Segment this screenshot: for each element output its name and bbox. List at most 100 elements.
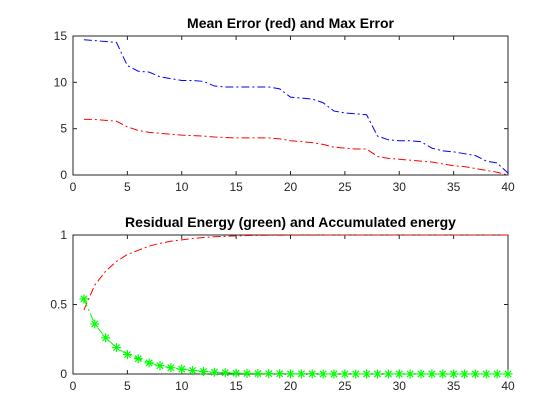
data-point-marker (373, 369, 382, 379)
marker-stroke (102, 334, 110, 342)
marker-stroke (341, 370, 349, 378)
data-point-marker (460, 369, 469, 379)
series-line-1 (83, 39, 509, 174)
x-tick-label: 30 (393, 180, 407, 194)
x-tick-label: 20 (284, 379, 298, 393)
x-tick-label: 30 (393, 379, 407, 393)
data-point-marker (416, 369, 426, 379)
marker-stroke (265, 370, 273, 378)
data-point-marker (449, 369, 459, 379)
data-point-marker (133, 354, 143, 364)
data-point-marker (79, 294, 89, 304)
data-point-marker (242, 368, 252, 378)
data-point-marker (264, 369, 274, 379)
chart-title: Residual Energy (green) and Accumulated … (125, 214, 456, 230)
marker-stroke (330, 370, 338, 378)
data-point-marker (492, 369, 502, 379)
marker-stroke (363, 370, 371, 378)
marker-stroke (112, 344, 121, 352)
data-point-marker (470, 369, 480, 379)
marker-stroke (493, 370, 501, 378)
data-point-marker (351, 369, 361, 379)
data-point-marker (394, 369, 404, 379)
marker-stroke (243, 369, 251, 378)
x-tick-label: 35 (447, 379, 461, 393)
data-point-marker (438, 369, 448, 379)
y-tick-label: 10 (54, 75, 68, 89)
x-tick-label: 5 (124, 180, 131, 194)
marker-stroke (373, 370, 382, 378)
x-tick-label: 35 (447, 180, 461, 194)
data-point-marker (286, 369, 295, 379)
marker-stroke (145, 359, 153, 367)
y-tick-label: 0.5 (50, 298, 67, 312)
data-point-marker (296, 369, 306, 379)
marker-stroke (384, 370, 392, 378)
data-point-marker (231, 368, 241, 378)
data-point-marker (481, 369, 491, 379)
data-point-marker (199, 366, 208, 376)
x-tick-label: 15 (229, 180, 243, 194)
x-tick-label: 10 (175, 180, 189, 194)
x-tick-label: 15 (229, 379, 243, 393)
chart-title: Mean Error (red) and Max Error (187, 15, 394, 31)
axes-box (72, 35, 509, 176)
y-tick-label: 0 (60, 168, 67, 182)
marker-stroke (232, 369, 240, 377)
data-point-marker (101, 333, 111, 343)
marker-stroke (189, 366, 197, 375)
x-tick-label: 0 (70, 379, 77, 393)
axes-box (72, 234, 509, 375)
marker-stroke (352, 370, 360, 378)
x-tick-label: 25 (338, 180, 352, 194)
marker-stroke (286, 370, 295, 378)
x-tick-label: 40 (501, 180, 515, 194)
data-point-marker (253, 369, 263, 379)
y-tick-label: 15 (54, 29, 68, 43)
marker-stroke (123, 350, 131, 359)
axes-bottom: Residual Energy (green) and Accumulated … (50, 214, 515, 393)
marker-stroke (395, 370, 403, 378)
marker-stroke (156, 362, 164, 370)
data-point-marker (307, 369, 317, 379)
marker-stroke (308, 370, 316, 378)
data-point-marker (177, 364, 187, 374)
marker-stroke (199, 367, 208, 376)
x-tick-label: 25 (338, 379, 352, 393)
data-point-marker (318, 369, 328, 379)
marker-stroke (134, 355, 142, 363)
data-point-marker (122, 350, 132, 360)
x-tick-label: 20 (284, 180, 298, 194)
data-point-marker (90, 319, 100, 329)
series-line-0 (83, 118, 509, 176)
y-tick-label: 1 (60, 228, 67, 242)
marker-stroke (297, 370, 305, 378)
data-point-marker (329, 369, 339, 379)
y-tick-label: 0 (60, 367, 67, 381)
x-tick-label: 40 (501, 379, 515, 393)
marker-stroke (254, 370, 262, 378)
data-point-marker (188, 366, 198, 376)
marker-stroke (417, 370, 425, 378)
marker-stroke (178, 365, 186, 373)
marker-stroke (80, 295, 88, 303)
marker-stroke (210, 368, 218, 376)
marker-stroke (482, 370, 490, 378)
data-point-marker (144, 358, 154, 368)
data-point-marker (340, 369, 350, 379)
marker-stroke (221, 369, 229, 377)
marker-stroke (428, 370, 436, 378)
marker-stroke (471, 370, 479, 378)
marker-stroke (406, 370, 414, 378)
data-point-marker (503, 369, 513, 379)
series-line-0 (83, 234, 508, 311)
x-tick-label: 10 (175, 379, 189, 393)
data-point-marker (405, 369, 415, 379)
y-tick-label: 5 (60, 122, 67, 136)
marker-stroke (167, 364, 175, 372)
marker-stroke (91, 320, 99, 328)
data-point-marker (209, 367, 219, 377)
marker-stroke (460, 370, 469, 378)
x-tick-label: 0 (70, 180, 77, 194)
